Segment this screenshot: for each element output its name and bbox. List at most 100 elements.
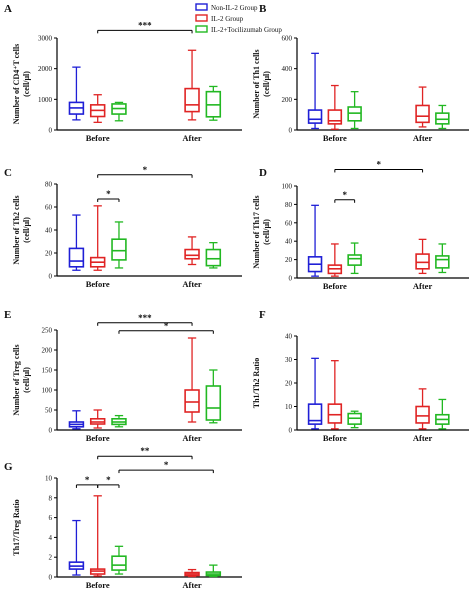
y-tick-label: 400 <box>282 65 293 73</box>
box <box>435 243 450 274</box>
significance-label: * <box>164 321 169 331</box>
box <box>415 238 430 275</box>
significance-label: * <box>164 460 169 470</box>
panel-b: B 0 200 400 600 Number of Th1 cells(cell/μl) B… <box>252 3 469 143</box>
y-tick-label: 80 <box>45 181 53 189</box>
significance-label: * <box>106 475 111 485</box>
box <box>347 410 362 429</box>
legend-swatch-non-il2 <box>195 3 208 11</box>
x-tick-label: Before <box>323 133 347 143</box>
x-tick-label: Before <box>323 433 347 443</box>
box <box>327 360 343 430</box>
box <box>184 49 200 121</box>
box <box>68 410 85 430</box>
panel-letter: F <box>259 309 266 321</box>
box <box>205 369 222 424</box>
box-iqr <box>435 255 450 269</box>
y-tick-label: 200 <box>282 96 293 104</box>
y-tick-label: 0 <box>49 273 53 281</box>
panel-a: A 0 1000 2000 3000 Number of CD4⁺T cells(cell… <box>4 3 242 143</box>
box <box>89 94 106 123</box>
y-tick-label: 4 <box>49 534 53 542</box>
box <box>307 52 323 130</box>
legend-swatch-tocilizumab <box>195 25 208 33</box>
box <box>184 236 200 266</box>
x-tick-label: After <box>182 580 202 590</box>
x-tick-label: Before <box>86 133 110 143</box>
box-iqr <box>184 248 200 260</box>
x-tick-label: After <box>413 433 433 443</box>
box <box>205 85 222 121</box>
legend-label-il2: IL-2 Group <box>211 15 244 23</box>
significance-label: * <box>85 475 90 485</box>
x-tick-label: Before <box>86 279 110 289</box>
y-tick-label: 10 <box>285 403 293 411</box>
box <box>111 545 127 575</box>
box-iqr <box>205 248 222 267</box>
x-tick-label: Before <box>86 580 110 590</box>
box <box>415 86 430 128</box>
y-tick-label: 2000 <box>38 65 53 73</box>
box-iqr <box>415 405 430 424</box>
box <box>89 409 106 429</box>
box <box>184 568 200 578</box>
legend-label-non-il2: Non-IL-2 Group <box>211 4 258 12</box>
significance-bracket: *** <box>97 313 193 326</box>
box-iqr <box>111 555 127 571</box>
significance-label: * <box>106 189 111 199</box>
panel-c: C 0 20 40 60 80 Number of Th2 cells(cell/μl) Be… <box>4 165 242 289</box>
y-axis-title: Number of Treg cells(cell/μl) <box>12 344 31 415</box>
legend-label-tocilizumab: IL-2+Tocilizumab Group <box>211 26 282 34</box>
panel-letter: D <box>259 167 267 179</box>
y-tick-label: 100 <box>282 183 293 191</box>
y-tick-label: 3000 <box>38 35 53 43</box>
significance-label: ** <box>140 446 150 456</box>
significance-label: * <box>143 165 148 175</box>
box <box>89 205 106 271</box>
y-axis-title: Number of CD4⁺T cells(cell/μl) <box>12 44 31 125</box>
box <box>89 495 106 577</box>
significance-label: *** <box>138 20 152 30</box>
y-tick-label: 150 <box>42 367 53 375</box>
x-tick-label: After <box>182 433 202 443</box>
box <box>111 414 127 428</box>
y-tick-label: 20 <box>285 380 293 388</box>
box-iqr <box>307 109 323 124</box>
y-tick-label: 1000 <box>38 96 53 104</box>
significance-bracket: * <box>118 321 214 334</box>
y-axis-title: Th1/Th2 Ratio <box>252 358 261 408</box>
significance-label: * <box>376 159 381 169</box>
box <box>205 564 222 578</box>
panel-d: D 0 20 40 60 80 100 Number of Th17 cells(cell/μ… <box>252 159 469 291</box>
y-tick-label: 30 <box>285 356 293 364</box>
y-tick-label: 20 <box>285 256 293 264</box>
box-iqr <box>111 238 127 261</box>
significance-bracket: * <box>75 475 99 488</box>
y-axis-title: Th17/Treg Ratio <box>12 499 21 555</box>
y-tick-label: 0 <box>289 127 293 135</box>
y-tick-label: 200 <box>42 347 53 355</box>
panel-letter: A <box>4 3 12 15</box>
y-tick-label: 40 <box>45 227 53 235</box>
box <box>205 241 222 269</box>
x-tick-label: After <box>413 281 433 291</box>
box-iqr <box>415 104 430 124</box>
significance-bracket: * <box>334 159 424 173</box>
y-axis-title: Number of Th1 cells(cell/μl) <box>252 49 271 118</box>
significance-label: * <box>342 190 347 200</box>
box <box>415 388 430 430</box>
x-tick-label: Before <box>323 281 347 291</box>
box <box>111 101 127 122</box>
box-iqr <box>184 87 200 113</box>
y-tick-label: 2 <box>49 554 53 562</box>
panel-letter: G <box>4 461 13 473</box>
panel-f: F 0 10 20 30 40 Th1/Th2 Ratio Before After <box>252 309 469 443</box>
y-axis-title: Number of Th17 cells(cell/μl) <box>252 195 271 268</box>
y-tick-label: 0 <box>289 427 293 435</box>
box <box>347 242 362 275</box>
y-tick-label: 40 <box>285 333 293 341</box>
box <box>184 337 200 423</box>
box <box>68 214 85 271</box>
